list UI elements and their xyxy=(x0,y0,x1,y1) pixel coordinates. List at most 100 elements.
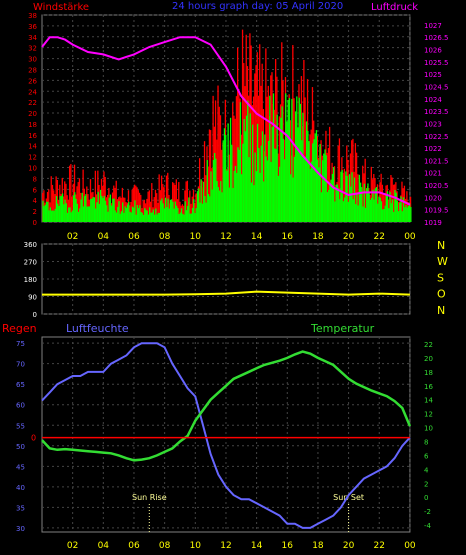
left-axis-title: Windstärke xyxy=(33,2,89,13)
temperature-y-tick-label: 22 xyxy=(424,341,433,349)
gust-bar xyxy=(355,152,358,222)
wind-bar xyxy=(287,99,289,222)
wind-bar xyxy=(343,197,346,222)
wind-x-tick-label: 14 xyxy=(251,232,263,242)
humidity-y-tick-label: 30 xyxy=(16,525,25,533)
gust-bar xyxy=(94,170,97,222)
wind-bar xyxy=(198,188,200,222)
humidity-x-tick-label: 14 xyxy=(251,541,263,551)
gust-bar xyxy=(270,75,272,223)
gust-bar xyxy=(254,73,256,222)
gust-bar xyxy=(181,204,184,222)
wind-bar xyxy=(47,201,49,222)
wind-bar xyxy=(129,211,131,222)
wind-bar xyxy=(318,167,320,222)
wind-bar xyxy=(194,213,196,222)
gust-bar xyxy=(165,175,168,222)
temperature-y-tick-label: 18 xyxy=(424,369,433,377)
humidity-x-tick-label: 20 xyxy=(343,541,355,551)
wind-bar xyxy=(352,199,354,222)
gust-bar xyxy=(403,185,406,222)
wind-bar xyxy=(122,202,124,222)
wind-bar xyxy=(395,192,397,222)
wind-bar xyxy=(220,181,222,222)
sun-marker-label: Sun Rise xyxy=(132,493,167,502)
gust-bar xyxy=(122,197,125,222)
wind-bar xyxy=(65,203,67,222)
wind-bar xyxy=(292,177,294,222)
gust-bar xyxy=(158,174,160,222)
wind-bar xyxy=(87,206,89,222)
gust-bar xyxy=(320,140,322,222)
wind-bar xyxy=(90,199,92,222)
wind-bar xyxy=(236,172,238,222)
wind-bar xyxy=(49,207,51,222)
wind-bar xyxy=(368,192,370,222)
wind-bar xyxy=(48,210,50,222)
wind-bar xyxy=(304,156,307,222)
wind-bar xyxy=(45,201,48,222)
wind-bar xyxy=(321,160,324,222)
wind-bar xyxy=(334,201,336,222)
wind-bar xyxy=(331,173,334,222)
wind-y-tick-label: 32 xyxy=(28,45,37,53)
gust-bar xyxy=(157,202,159,222)
gust-bar xyxy=(173,183,175,222)
humidity-temperature-panel: Regen Luftfeuchte Temperatur 0 Sun Rise S… xyxy=(2,322,433,551)
wind-bar xyxy=(54,208,56,222)
temperature-y-tick-labels: -4 -2 0 2 4 6 8 10 12 14 16 18 20 22 xyxy=(424,341,433,530)
wind-bar xyxy=(308,141,310,222)
wind-bar xyxy=(385,195,387,222)
wind-y-tick-label: 24 xyxy=(28,88,37,96)
wind-bar xyxy=(148,207,151,222)
gust-bar xyxy=(179,201,181,222)
wind-bar xyxy=(378,196,380,222)
wind-bar xyxy=(261,131,264,222)
wind-bar xyxy=(153,214,156,222)
pressure-y-tick-label: 1026.5 xyxy=(424,34,449,42)
gust-bar xyxy=(392,184,395,222)
temperature-y-tick-label: 2 xyxy=(424,480,428,488)
wind-bar xyxy=(179,212,181,222)
gust-bar xyxy=(212,95,214,222)
wind-bar xyxy=(270,161,272,222)
gust-bar xyxy=(114,187,116,222)
gust-bar xyxy=(167,172,169,222)
wind-bar xyxy=(98,203,101,222)
wind-bar xyxy=(222,140,224,222)
gust-bar xyxy=(218,106,220,222)
humidity-y-tick-labels: 30 35 40 45 50 55 60 65 70 75 xyxy=(16,340,25,533)
gust-bar xyxy=(292,45,294,223)
wind-bar xyxy=(128,201,130,222)
wind-bar xyxy=(119,213,121,222)
wind-bar xyxy=(367,183,369,222)
wind-bar xyxy=(254,152,256,222)
wind-bar xyxy=(234,165,237,222)
gust-bar xyxy=(51,184,54,222)
gust-bar xyxy=(136,187,138,222)
gust-bar xyxy=(352,138,354,222)
wind-bar xyxy=(156,214,158,222)
humidity-x-tick-label: 06 xyxy=(128,541,140,551)
wind-bar xyxy=(151,212,153,222)
wind-bar xyxy=(152,209,154,222)
wind-bar xyxy=(340,171,342,222)
wind-bar xyxy=(377,203,379,222)
wind-bar xyxy=(293,156,296,222)
humidity-y-tick-label: 40 xyxy=(16,484,25,492)
wind-bar xyxy=(274,148,276,222)
sun-marker-label: Sun Set xyxy=(333,493,364,502)
humidity-y-tick-label: 65 xyxy=(16,381,25,389)
wind-bar xyxy=(133,207,135,222)
humidity-x-tick-label: 16 xyxy=(282,541,294,551)
gust-bar xyxy=(235,96,238,222)
wind-bar xyxy=(93,197,96,222)
wind-bar xyxy=(239,102,242,222)
wind-bar xyxy=(309,168,311,222)
gust-bar xyxy=(275,58,277,222)
gust-bar xyxy=(142,200,144,222)
gust-bar xyxy=(236,47,239,222)
wind-bar xyxy=(271,127,273,222)
wind-bar xyxy=(42,200,44,222)
wind-y-tick-label: 8 xyxy=(33,175,37,183)
